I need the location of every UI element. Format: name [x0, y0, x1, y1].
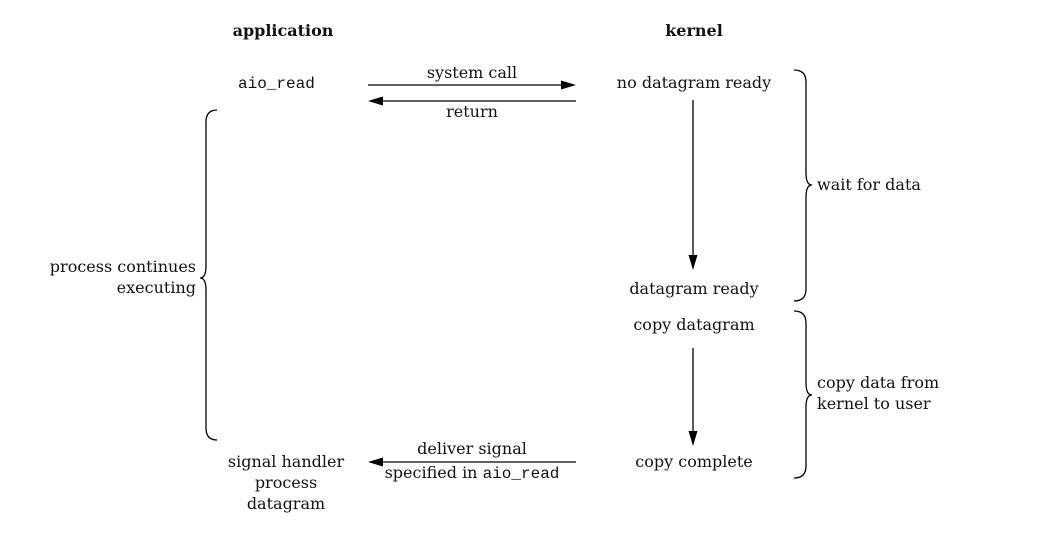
- system-call-arrow: [368, 80, 576, 90]
- copy-data-label: copy data from kernel to user: [817, 373, 940, 413]
- wait-for-data-brace: [793, 69, 813, 302]
- datagram-ready-label: datagram ready: [629, 279, 759, 298]
- copy-complete-label: copy complete: [635, 452, 753, 471]
- process-continues-brace: [199, 109, 218, 441]
- process-continues-label: process continues executing: [49, 257, 196, 297]
- kernel-heading: kernel: [665, 21, 723, 40]
- deliver-signal-specified: specified in aio_read: [384, 463, 560, 483]
- deliver-signal-label: deliver signal: [417, 439, 527, 458]
- copy-data-brace: [793, 310, 813, 479]
- return-label: return: [446, 102, 498, 121]
- no-datagram-ready-label: no datagram ready: [616, 73, 772, 92]
- deliver-signal-arrow: [368, 457, 576, 467]
- signal-handler-label: signal handler process datagram: [227, 452, 345, 513]
- copy-datagram-label: copy datagram: [633, 315, 755, 334]
- wait-vertical-arrow: [688, 100, 698, 270]
- application-heading: application: [232, 21, 334, 40]
- aio-read-call: aio_read: [238, 75, 315, 93]
- wait-for-data-label: wait for data: [817, 175, 921, 194]
- return-arrow: [368, 96, 576, 106]
- system-call-label: system call: [426, 63, 518, 82]
- copy-vertical-arrow: [688, 348, 698, 446]
